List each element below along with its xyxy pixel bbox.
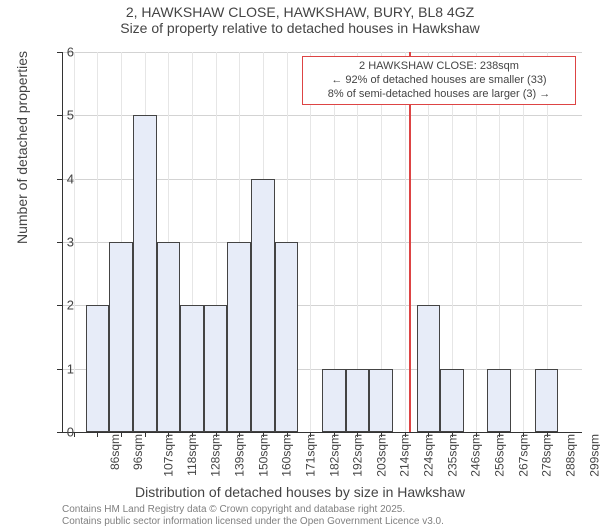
histogram-bar [369,369,393,432]
x-tick-label: 107sqm [162,434,176,477]
x-tick-label: 150sqm [256,434,270,477]
x-tick-label: 86sqm [108,434,122,470]
callout-box: 2 HAWKSHAW CLOSE: 238sqm← 92% of detache… [302,56,576,105]
histogram-bar [417,305,441,432]
y-tick-label: 4 [44,171,74,186]
callout-line3: 8% of semi-detached houses are larger (3… [309,88,569,102]
histogram-bar [275,242,299,432]
x-tick-label: 160sqm [280,434,294,477]
histogram-bar [487,369,511,432]
y-tick-label: 5 [44,108,74,123]
attribution-text: Contains HM Land Registry data © Crown c… [62,504,444,528]
x-tick-label: 299sqm [587,434,600,477]
histogram-bar [157,242,181,432]
histogram-bar [535,369,559,432]
x-tick-label: 267sqm [516,434,530,477]
x-tick-label: 118sqm [185,434,199,476]
x-axis-line [62,432,582,433]
attribution-line1: Contains HM Land Registry data © Crown c… [62,504,444,516]
callout-line2: ← 92% of detached houses are smaller (33… [309,74,569,88]
gridline-v [310,52,311,432]
histogram-bar [322,369,346,432]
gridline-v [476,52,477,432]
x-tick-label: 288sqm [564,434,578,477]
callout-line1: 2 HAWKSHAW CLOSE: 238sqm [309,60,569,74]
histogram-bar [227,242,251,432]
y-axis-label: Number of detached properties [14,51,30,244]
y-tick-label: 3 [44,235,74,250]
x-tick-label: 171sqm [304,434,318,477]
histogram-bar [440,369,464,432]
gridline-v [523,52,524,432]
x-tick-label: 182sqm [327,434,341,477]
histogram-bar [86,305,110,432]
histogram-bar [133,115,157,432]
x-tick-label: 214sqm [398,434,412,477]
x-axis-label: Distribution of detached houses by size … [0,484,600,500]
y-tick-label: 6 [44,45,74,60]
histogram-bar [109,242,133,432]
chart-title-line2: Size of property relative to detached ho… [0,20,600,36]
x-tick-label: 192sqm [351,434,365,477]
attribution-line2: Contains public sector information licen… [62,516,444,528]
y-tick-label: 2 [44,298,74,313]
x-tick-label: 96sqm [131,434,145,470]
marker-line [409,52,411,432]
x-tick-label: 235sqm [445,434,459,477]
x-tick-label: 278sqm [540,434,554,477]
histogram-bar [180,305,204,432]
histogram-bar [204,305,228,432]
gridline-h [62,52,582,53]
y-tick-label: 1 [44,361,74,376]
x-tick-label: 128sqm [209,434,223,477]
x-tick-label: 224sqm [422,434,436,477]
x-tick-label: 256sqm [493,434,507,477]
x-tick-label: 203sqm [375,434,389,477]
gridline-v [405,52,406,432]
x-tick-label: 246sqm [469,434,483,477]
x-tick-label: 139sqm [233,434,247,477]
histogram-bar [346,369,370,432]
chart-plot-area [62,52,582,432]
chart-title-line1: 2, HAWKSHAW CLOSE, HAWKSHAW, BURY, BL8 4… [0,4,600,20]
y-tick-label: 0 [44,425,74,440]
histogram-bar [251,179,275,432]
